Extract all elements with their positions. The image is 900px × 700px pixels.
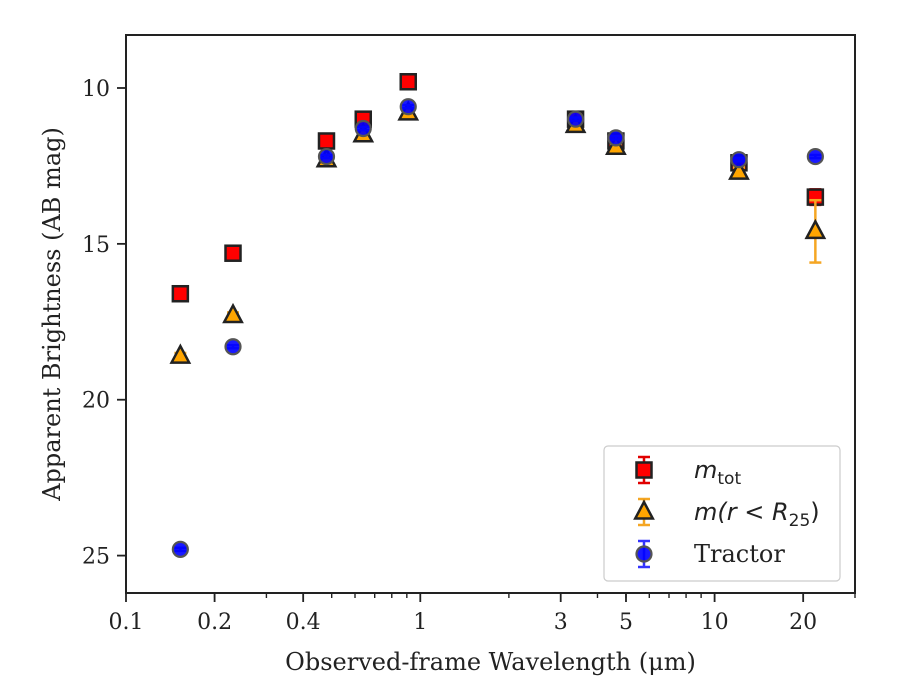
series-mtot: [171, 73, 825, 303]
data-point-tractor: [317, 147, 336, 166]
data-point-m-r25: [222, 302, 244, 324]
y-tick-label: 25: [82, 545, 110, 570]
y-tick-label: 15: [82, 233, 110, 258]
x-tick-label: 20: [789, 610, 817, 635]
data-point-tractor: [224, 338, 242, 356]
data-point-m-r25: [804, 218, 827, 240]
x-tick-label: 3: [554, 610, 568, 635]
data-point-m-r25: [728, 159, 750, 180]
x-tick-label: 0.2: [197, 610, 232, 635]
y-axis-ticks: 10 15 20 25: [82, 77, 126, 570]
data-point-tractor: [806, 147, 824, 166]
data-point-tractor: [171, 540, 189, 558]
legend-item-m-r25: m(r < R25): [633, 497, 820, 531]
series-tractor: [171, 98, 824, 558]
x-axis-title: Observed-frame Wavelength (μm): [285, 648, 696, 676]
series-m-r25: [169, 100, 827, 364]
data-marks: [169, 73, 827, 558]
y-axis-title: Apparent Brightness (AB mag): [38, 127, 66, 502]
x-axis-ticks: 0.1 0.2 0.4 1 3 5 10 20: [109, 593, 856, 635]
data-point-tractor: [566, 110, 585, 128]
y-tick-label: 20: [82, 389, 110, 414]
legend-marker-tractor: [635, 545, 653, 563]
plot-frame: [125, 34, 856, 594]
legend-label-tractor: Tractor: [694, 540, 785, 568]
legend-item-tractor: Tractor: [635, 539, 785, 569]
x-tick-label: 1: [413, 610, 427, 635]
legend: mtot m(r < R25) Tractor: [603, 445, 841, 582]
data-point-tractor: [730, 151, 748, 169]
legend-item-mtot: mtot: [635, 455, 741, 489]
data-point-mtot: [224, 244, 242, 262]
data-point-m-r25: [169, 343, 192, 364]
data-point-mtot: [399, 73, 417, 91]
legend-marker-m-r25: [633, 499, 655, 520]
x-tick-label: 0.4: [286, 610, 321, 635]
legend-marker-mtot: [635, 461, 653, 479]
data-point-tractor: [354, 119, 372, 138]
data-point-tractor: [399, 98, 417, 116]
y-tick-label: 10: [82, 77, 110, 102]
data-point-mtot: [317, 132, 336, 150]
legend-label-mtot: mtot: [694, 456, 741, 489]
x-tick-label: 0.1: [109, 610, 144, 635]
data-point-tractor: [607, 129, 625, 147]
data-point-mtot: [171, 284, 190, 303]
x-tick-label: 10: [701, 610, 729, 635]
x-tick-label: 5: [619, 610, 633, 635]
legend-label-m-r25: m(r < R25): [694, 498, 820, 531]
legend-box: [603, 445, 841, 582]
